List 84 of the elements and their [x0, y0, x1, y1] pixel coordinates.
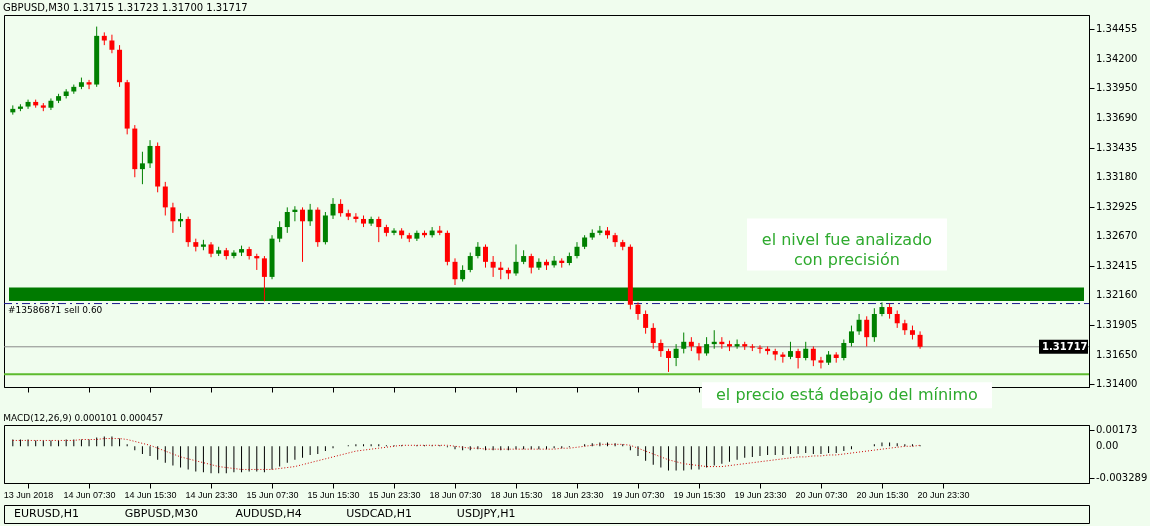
y-tick-label: -0.003289: [1096, 472, 1148, 484]
x-tick-label: 20 Jun 15:30: [856, 489, 909, 500]
x-tick-label: 15 Jun 23:30: [368, 489, 421, 500]
candlestick: [810, 345, 816, 367]
annotation: el nivel fue analizado con precisión: [761, 230, 933, 270]
y-tick-label: 1.33180: [1096, 171, 1138, 183]
x-tick-label: 15 Jun 15:30: [307, 489, 360, 500]
candlestick: [856, 313, 862, 336]
candlestick: [147, 139, 153, 169]
candlestick: [307, 203, 313, 227]
candlestick: [467, 252, 473, 273]
candlestick: [513, 243, 519, 277]
y-tick-label: 1.33950: [1096, 82, 1138, 94]
y-tick-label: 1.32925: [1096, 200, 1138, 212]
candlestick: [162, 181, 168, 216]
candlestick: [170, 202, 176, 234]
text: USDJPY,H1: [456, 507, 516, 520]
candlestick: [658, 338, 664, 358]
line-series: [12, 438, 921, 470]
y-tick-label: 1.32160: [1096, 289, 1138, 301]
candlestick: [650, 322, 656, 350]
x-tick-label: 13 Jun 2018: [3, 489, 54, 500]
x-tick-label: 19 Jun 23:30: [734, 489, 787, 500]
y-tick-label: 1.33435: [1096, 141, 1138, 153]
x-tick-label: 15 Jun 07:30: [246, 489, 299, 500]
chart-title: GBPUSD,M30 1.31715 1.31723 1.31700 1.31717: [3, 2, 248, 13]
y-tick-label: 1.34455: [1096, 23, 1138, 35]
y-tick-label: 0.00173: [1096, 423, 1138, 435]
y-tick-label: 1.31650: [1096, 348, 1138, 360]
candlestick: [452, 257, 458, 286]
candlestick: [277, 220, 283, 243]
annotation: el precio está debajo del mínimo: [716, 385, 978, 405]
candlestick: [185, 216, 191, 248]
text: AUDUSD,H4: [235, 507, 302, 520]
x-tick-label: 18 Jun 15:30: [490, 489, 543, 500]
ref-line-label: 1.31717: [1042, 340, 1088, 352]
candlestick: [681, 332, 687, 354]
x-tick-label: 20 Jun 23:30: [917, 489, 970, 500]
x-tick-label: 18 Jun 23:30: [551, 489, 604, 500]
ref-line-label: #13586871 sell 0.60: [8, 304, 103, 315]
y-tick-label: 1.33690: [1096, 112, 1138, 124]
candlestick: [635, 301, 641, 321]
candlestick: [643, 310, 649, 335]
chart-title: MACD(12,26,9) 0.000101 0.000457: [3, 412, 164, 423]
y-tick-label: 0.00: [1096, 440, 1119, 452]
candlestick: [330, 197, 336, 220]
x-tick-label: 19 Jun 15:30: [673, 489, 726, 500]
text: GBPUSD,M30: [124, 507, 198, 520]
candlestick: [261, 255, 267, 302]
candlestick: [536, 257, 542, 271]
y-tick-label: 1.31905: [1096, 319, 1138, 330]
y-tick-label: 1.31400: [1096, 377, 1138, 389]
candlestick: [665, 348, 671, 373]
candlestick: [673, 343, 679, 367]
candlestick: [696, 342, 702, 361]
candlestick: [803, 341, 809, 361]
candlestick: [528, 253, 534, 274]
x-tick-label: 20 Jun 07:30: [795, 489, 848, 500]
x-tick-label: 14 Jun 15:30: [124, 489, 177, 500]
candlestick: [841, 338, 847, 361]
y-tick-label: 1.32415: [1096, 259, 1138, 271]
candlestick: [871, 307, 877, 343]
candlestick: [848, 325, 854, 347]
candlestick: [612, 232, 618, 248]
candlestick: [795, 348, 801, 369]
y-tick-label: 1.32670: [1096, 230, 1138, 242]
candlestick: [483, 243, 489, 269]
candlestick: [490, 255, 496, 278]
candlestick: [864, 315, 870, 347]
y-tick-label: 1.34200: [1096, 53, 1138, 65]
candlestick: [818, 356, 824, 369]
candlestick: [139, 151, 145, 185]
candlestick: [86, 79, 92, 90]
candlestick: [284, 206, 290, 234]
x-tick-label: 19 Jun 07:30: [612, 489, 665, 500]
x-tick-label: 18 Jun 07:30: [429, 489, 482, 500]
candlestick: [300, 206, 306, 263]
candlestick: [704, 336, 710, 357]
x-tick-label: 14 Jun 23:30: [185, 489, 238, 500]
x-tick-label: 14 Jun 07:30: [63, 489, 116, 500]
candlestick: [109, 34, 115, 54]
text: USDCAD,H1: [346, 507, 413, 520]
candlestick: [376, 216, 382, 243]
text: EURUSD,H1: [14, 507, 79, 520]
